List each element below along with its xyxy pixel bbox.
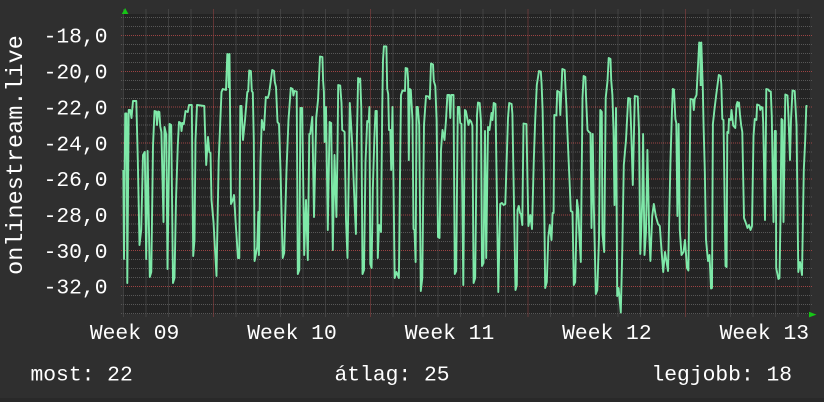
svg-text:-24,0: -24,0	[44, 133, 108, 157]
svg-text:onlinestream.live: onlinestream.live	[3, 35, 30, 275]
svg-text:-30,0: -30,0	[44, 241, 108, 265]
svg-text:Week 10: Week 10	[247, 322, 336, 346]
svg-text:Week 11: Week 11	[405, 322, 494, 346]
svg-text:-18,0: -18,0	[44, 26, 108, 50]
svg-text:Week 12: Week 12	[562, 322, 651, 346]
svg-text:-20,0: -20,0	[44, 62, 108, 86]
svg-text:Week 13: Week 13	[720, 322, 809, 346]
svg-text:-28,0: -28,0	[44, 205, 108, 229]
svg-text:-22,0: -22,0	[44, 97, 108, 121]
svg-text:legjobb: 18: legjobb: 18	[652, 364, 793, 388]
svg-text:-26,0: -26,0	[44, 169, 108, 193]
svg-text:most: 22: most: 22	[31, 364, 133, 388]
svg-text:-32,0: -32,0	[44, 277, 108, 301]
svg-text:átlag: 25: átlag: 25	[335, 364, 450, 388]
svg-text:Week 09: Week 09	[90, 322, 179, 346]
